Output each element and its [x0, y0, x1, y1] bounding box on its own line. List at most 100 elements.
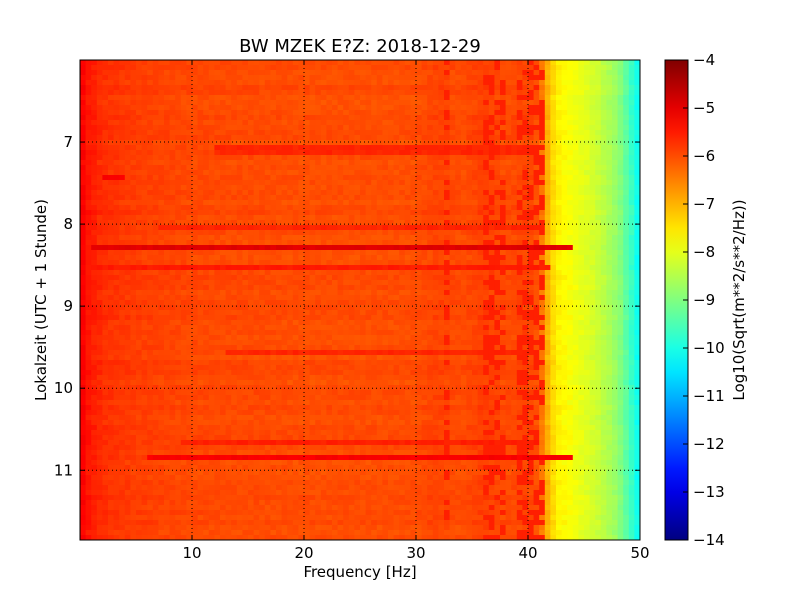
- heatmap-cell: [231, 245, 238, 251]
- heatmap-cell: [152, 300, 159, 306]
- heatmap-cell: [460, 145, 467, 151]
- heatmap-cell: [354, 250, 361, 256]
- heatmap-cell: [634, 100, 640, 106]
- heatmap-cell: [214, 115, 221, 121]
- heatmap-cell: [220, 105, 227, 111]
- heatmap-cell: [108, 220, 115, 226]
- heatmap-cell: [80, 260, 87, 266]
- heatmap-cell: [477, 305, 484, 311]
- heatmap-cell: [180, 305, 187, 311]
- heatmap-cell: [544, 140, 551, 146]
- heatmap-cell: [578, 305, 585, 311]
- heatmap-cell: [567, 295, 574, 301]
- heatmap-cell: [399, 210, 406, 216]
- heatmap-cell: [494, 90, 501, 96]
- heatmap-cell: [550, 230, 557, 236]
- heatmap-cell: [393, 195, 400, 201]
- heatmap-cell: [113, 290, 120, 296]
- heatmap-cell: [248, 110, 255, 116]
- heatmap-cell: [152, 195, 159, 201]
- heatmap-cell: [113, 90, 120, 96]
- heatmap-cell: [231, 125, 238, 131]
- heatmap-cell: [343, 75, 350, 81]
- heatmap-cell: [617, 190, 624, 196]
- heatmap-cell: [91, 155, 98, 161]
- heatmap-cell: [584, 255, 591, 261]
- heatmap-cell: [634, 220, 640, 226]
- heatmap-cell: [500, 155, 507, 161]
- heatmap-cell: [589, 85, 596, 91]
- heatmap-cell: [326, 135, 333, 141]
- heatmap-cell: [253, 130, 260, 136]
- heatmap-cell: [606, 280, 613, 286]
- heatmap-cell: [388, 220, 395, 226]
- heatmap-cell: [348, 120, 355, 126]
- heatmap-cell: [600, 275, 607, 281]
- heatmap-cell: [332, 115, 339, 121]
- heatmap-cell: [242, 115, 249, 121]
- heatmap-cell: [304, 65, 311, 71]
- heatmap-cell: [309, 60, 316, 66]
- heatmap-cell: [242, 180, 249, 186]
- heatmap-cell: [281, 190, 288, 196]
- heatmap-cell: [320, 290, 327, 296]
- heatmap-cell: [550, 180, 557, 186]
- heatmap-cell: [147, 240, 154, 246]
- heatmap-cell: [186, 280, 193, 286]
- heatmap-cell: [427, 165, 434, 171]
- heatmap-cell: [494, 65, 501, 71]
- heatmap-cell: [91, 95, 98, 101]
- heatmap-cell: [511, 220, 518, 226]
- heatmap-cell: [427, 255, 434, 261]
- heatmap-cell: [158, 100, 165, 106]
- heatmap-cell: [113, 85, 120, 91]
- heatmap-cell: [348, 75, 355, 81]
- heatmap-cell: [522, 255, 529, 261]
- heatmap-cell: [376, 125, 383, 131]
- heatmap-cell: [494, 140, 501, 146]
- heatmap-cell: [427, 295, 434, 301]
- heatmap-cell: [164, 165, 171, 171]
- heatmap-cell: [472, 225, 479, 231]
- heatmap-cell: [572, 270, 579, 276]
- heatmap-cell: [634, 105, 640, 111]
- heatmap-cell: [320, 200, 327, 206]
- heatmap-cell: [567, 85, 574, 91]
- heatmap-cell: [528, 80, 535, 86]
- heatmap-cell: [186, 120, 193, 126]
- heatmap-cell: [612, 235, 619, 241]
- heatmap-cell: [544, 195, 551, 201]
- heatmap-cell: [522, 160, 529, 166]
- heatmap-cell: [225, 105, 232, 111]
- heatmap-cell: [567, 305, 574, 311]
- heatmap-cell: [315, 130, 322, 136]
- heatmap-cell: [623, 240, 630, 246]
- heatmap-cell: [516, 85, 523, 91]
- heatmap-cell: [477, 80, 484, 86]
- heatmap-cell: [96, 135, 103, 141]
- heatmap-cell: [567, 290, 574, 296]
- heatmap-cell: [421, 110, 428, 116]
- heatmap-cell: [203, 240, 210, 246]
- heatmap-cell: [533, 140, 540, 146]
- heatmap-cell: [460, 180, 467, 186]
- heatmap-cell: [623, 200, 630, 206]
- heatmap-cell: [600, 110, 607, 116]
- heatmap-cell: [421, 100, 428, 106]
- heatmap-cell: [376, 195, 383, 201]
- heatmap-cell: [388, 75, 395, 81]
- heatmap-cell: [556, 100, 563, 106]
- heatmap-cell: [315, 235, 322, 241]
- heatmap-cell: [516, 140, 523, 146]
- heatmap-cell: [561, 255, 568, 261]
- heatmap-cell: [141, 200, 148, 206]
- heatmap-cell: [410, 100, 417, 106]
- heatmap-cell: [337, 305, 344, 311]
- heatmap-cell: [533, 170, 540, 176]
- heatmap-cell: [175, 70, 182, 76]
- heatmap-cell: [152, 285, 159, 291]
- heatmap-cell: [533, 115, 540, 121]
- heatmap-cell: [180, 185, 187, 191]
- heatmap-cell: [500, 240, 507, 246]
- heatmap-cell: [623, 275, 630, 281]
